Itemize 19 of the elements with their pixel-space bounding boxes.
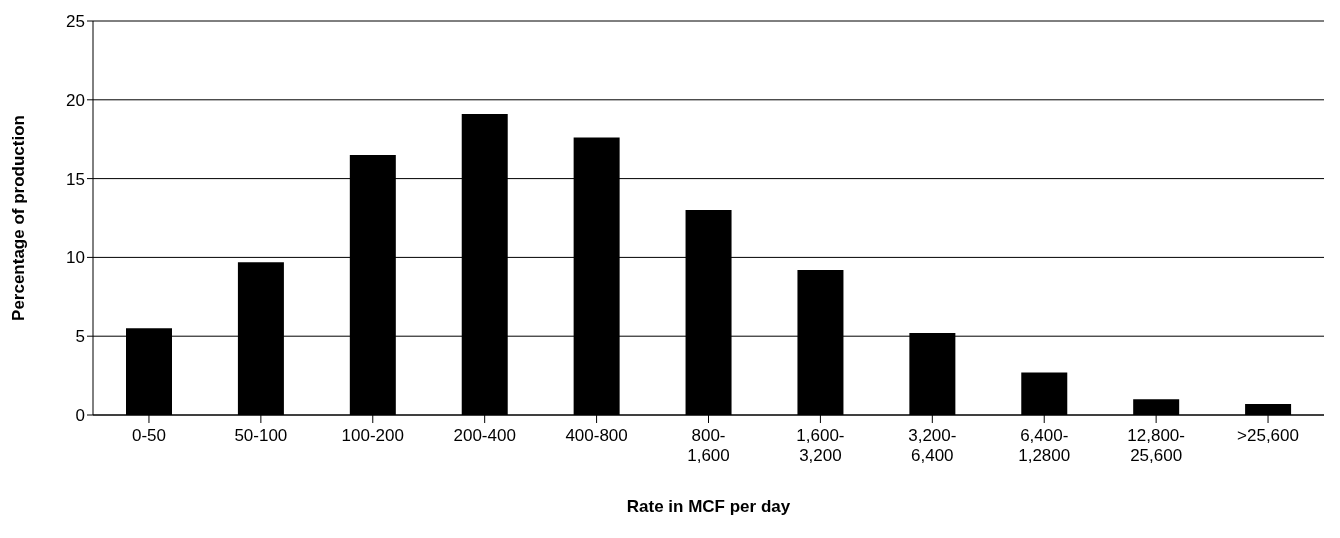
- x-tick-label: >25,600: [1237, 426, 1300, 445]
- y-tick-label: 25: [66, 12, 85, 32]
- y-axis-title: Percentage of production: [9, 115, 29, 321]
- y-tick-label: 10: [66, 248, 85, 268]
- x-tick-label: 6,400-1,2800: [1018, 426, 1071, 465]
- x-tick-label: 200-400: [453, 426, 516, 445]
- y-tick-label: 5: [75, 327, 85, 347]
- x-tick-label: 800-1,600: [687, 426, 730, 465]
- x-tick-label: 100-200: [341, 426, 404, 445]
- x-tick-label: 50-100: [234, 426, 288, 445]
- y-tick-label: 15: [66, 169, 85, 189]
- x-tick-label: 400-800: [565, 426, 628, 445]
- y-tick-label: 20: [66, 90, 85, 110]
- x-tick-label: 0-50: [131, 426, 166, 445]
- x-tick-label: 1,600-3,200: [796, 426, 845, 465]
- x-tick-label: 3,200-6,400: [908, 426, 957, 465]
- x-axis-title: Rate in MCF per day: [626, 497, 791, 516]
- x-tick-label: 12,800-25,600: [1127, 426, 1185, 465]
- y-tick-label: 0: [75, 406, 85, 426]
